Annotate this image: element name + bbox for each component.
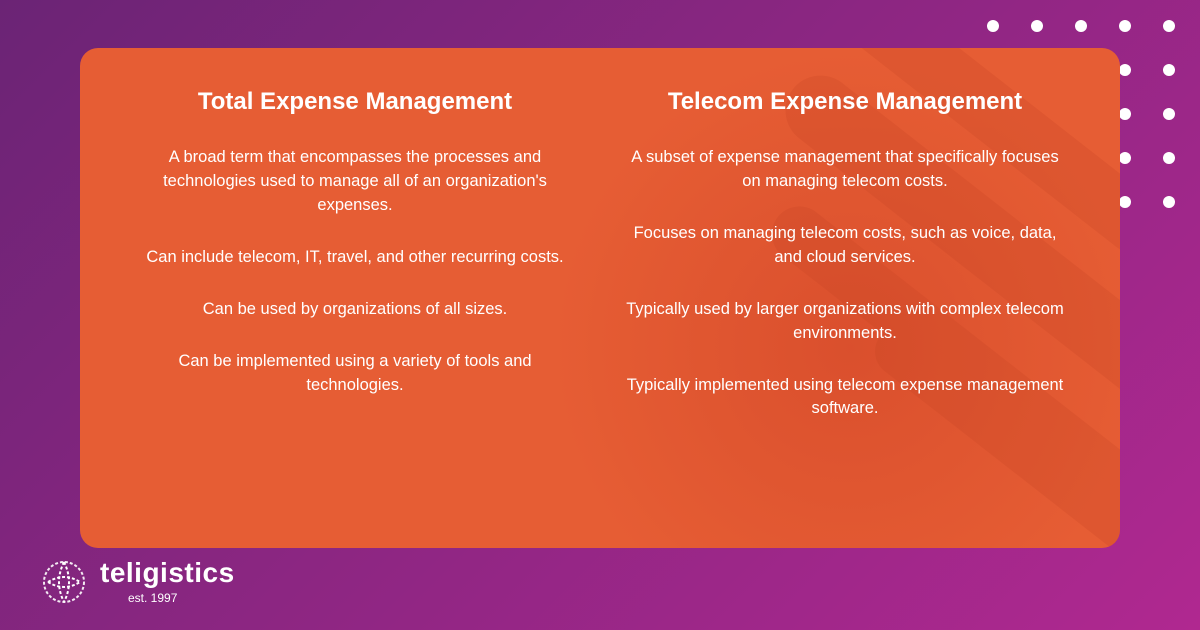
column-point: Can be used by organizations of all size… — [130, 298, 580, 322]
dot — [1119, 64, 1131, 76]
column-point: A broad term that encompasses the proces… — [130, 146, 580, 218]
column-point: Can include telecom, IT, travel, and oth… — [130, 246, 580, 270]
brand-text: teligistics est. 1997 — [100, 559, 235, 605]
column-point: Typically used by larger organizations w… — [620, 298, 1070, 346]
brand-logo: teligistics est. 1997 — [40, 558, 235, 606]
dot — [1119, 108, 1131, 120]
brand-name: teligistics — [100, 559, 235, 587]
column-telecom-expense: Telecom Expense Management A subset of e… — [600, 88, 1090, 518]
dot — [1031, 20, 1043, 32]
dot — [987, 20, 999, 32]
column-total-expense: Total Expense Management A broad term th… — [110, 88, 600, 518]
dot — [1163, 196, 1175, 208]
column-point: A subset of expense management that spec… — [620, 146, 1070, 194]
column-point: Focuses on managing telecom costs, such … — [620, 222, 1070, 270]
dot — [1163, 20, 1175, 32]
column-point: Typically implemented using telecom expe… — [620, 374, 1070, 422]
dot — [1075, 20, 1087, 32]
dot — [1119, 196, 1131, 208]
dot — [1119, 152, 1131, 164]
dot — [1163, 108, 1175, 120]
column-title: Telecom Expense Management — [620, 88, 1070, 116]
dot — [1119, 20, 1131, 32]
column-title: Total Expense Management — [130, 88, 580, 116]
dot — [1163, 64, 1175, 76]
dot — [1163, 152, 1175, 164]
column-point: Can be implemented using a variety of to… — [130, 350, 580, 398]
comparison-card: Total Expense Management A broad term th… — [80, 48, 1120, 548]
globe-icon — [40, 558, 88, 606]
brand-established: est. 1997 — [128, 591, 235, 605]
